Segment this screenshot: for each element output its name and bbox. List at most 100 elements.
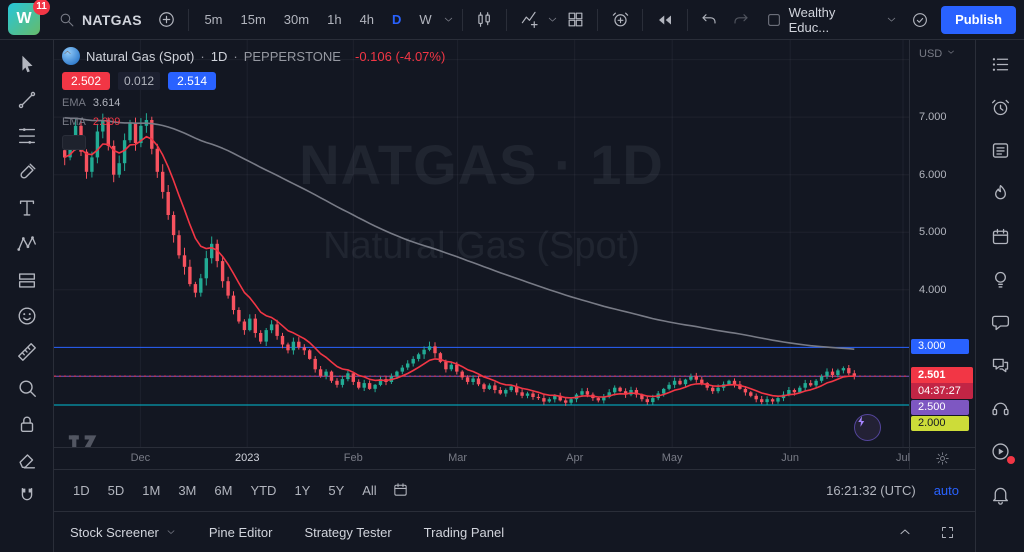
magnet-tool-icon[interactable]	[10, 482, 44, 509]
chart-pane[interactable]: NATGAS · 1D Natural Gas (Spot) Natural G…	[54, 40, 909, 447]
ema-row-1[interactable]: EMA 3.614	[62, 97, 445, 109]
legend-collapse-button[interactable]	[62, 50, 86, 150]
hotlists-icon[interactable]	[990, 182, 1011, 204]
eraser-tool-icon[interactable]	[10, 446, 44, 473]
tab-strategy-tester[interactable]: Strategy Tester	[304, 524, 392, 540]
time-label: Apr	[566, 452, 584, 464]
price-axis[interactable]: USD 2.501 04:37:27 7.000 6.000 5.000 4.000 3…	[909, 40, 975, 447]
main-row: NATGAS · 1D Natural Gas (Spot) Natural G…	[0, 40, 1024, 552]
zoom-tool-icon[interactable]	[10, 374, 44, 401]
undo-button[interactable]	[695, 5, 725, 35]
chevron-down-icon	[885, 13, 898, 26]
axis-currency-toggle[interactable]: USD	[919, 47, 956, 60]
axis-currency: USD	[919, 47, 943, 60]
price-tick: 4.000	[919, 283, 947, 296]
user-menu[interactable]: W 11	[8, 0, 50, 37]
watchlist-icon[interactable]	[990, 53, 1011, 75]
legend-title-row[interactable]: Natural Gas (Spot) · 1D · PEPPERSTONE -0…	[62, 47, 445, 65]
price-tick: 6.000	[919, 168, 947, 181]
compare-add-button[interactable]	[152, 5, 182, 35]
news-icon[interactable]	[990, 139, 1011, 161]
lock-tool-icon[interactable]	[10, 410, 44, 437]
range-1m[interactable]: 1M	[142, 483, 161, 498]
legend-title: Natural Gas (Spot)	[86, 48, 195, 64]
scale-auto-toggle[interactable]: auto	[933, 483, 959, 498]
bottom-panel: Stock Screener Pine Editor Strategy Test…	[54, 511, 975, 552]
timeframe-4h[interactable]: 4h	[359, 12, 375, 27]
right-sidebar	[975, 40, 1024, 552]
indicators-menu-icon[interactable]	[546, 13, 559, 26]
position-tool-icon[interactable]	[10, 266, 44, 293]
divider	[188, 8, 190, 31]
range-6m[interactable]: 6M	[214, 483, 233, 498]
chart-type-button[interactable]	[470, 5, 500, 35]
timeframe-1h[interactable]: 1h	[327, 12, 342, 27]
layout-grid-button[interactable]	[561, 5, 591, 35]
brush-tool-icon[interactable]	[10, 158, 44, 185]
time-label: 2023	[234, 452, 260, 464]
timeframe-15m[interactable]: 15m	[240, 12, 266, 27]
alert-button[interactable]	[605, 5, 635, 35]
timeframe-1w[interactable]: W	[419, 12, 432, 27]
time-label: Mar	[448, 452, 468, 464]
timeframe-30m[interactable]: 30m	[283, 12, 310, 27]
layout-select[interactable]: Wealthy Educ...	[760, 5, 904, 35]
indicators-button[interactable]	[514, 5, 544, 35]
alerts-icon[interactable]	[990, 96, 1011, 118]
divider	[506, 8, 508, 31]
publish-button[interactable]: Publish	[941, 5, 1017, 34]
streams-icon[interactable]	[990, 440, 1015, 464]
time-axis[interactable]: Dec 2023 Feb Mar Apr May Jun Jul	[54, 448, 910, 469]
emoji-tool-icon[interactable]	[10, 302, 44, 329]
range-1y[interactable]: 1Y	[294, 483, 311, 498]
ema-row-2[interactable]: EMA 2.309	[62, 116, 445, 128]
bar-replay-button[interactable]	[650, 5, 680, 35]
top-toolbar: W 11 NATGAS 5m 15m 30m 1h 4h D W We	[0, 0, 1024, 40]
symbol-search[interactable]: NATGAS	[50, 5, 150, 35]
support-icon[interactable]	[990, 397, 1011, 419]
ideas-icon[interactable]	[990, 268, 1011, 290]
tab-trading-panel[interactable]: Trading Panel	[423, 524, 505, 540]
go-to-date-icon[interactable]	[392, 481, 409, 501]
tab-stock-screener[interactable]: Stock Screener	[70, 525, 177, 540]
fib-retracement-tool-icon[interactable]	[10, 122, 44, 149]
range-all[interactable]: All	[362, 483, 377, 498]
quote-row: 2.502 0.012 2.514	[62, 72, 445, 90]
range-3m[interactable]: 3M	[178, 483, 197, 498]
ema2-value: 2.309	[92, 116, 121, 128]
text-tool-icon[interactable]	[10, 194, 44, 221]
range-toolbar: 1D 5D 1M 3M 6M YTD 1Y 5Y All 16:21:32 (U…	[54, 469, 975, 511]
collapse-panel-icon[interactable]	[893, 520, 917, 544]
timeframe-5m[interactable]: 5m	[204, 12, 223, 27]
timeframe-menu-icon[interactable]	[442, 13, 455, 26]
comments-icon[interactable]	[990, 354, 1011, 376]
time-axis-row: Dec 2023 Feb Mar Apr May Jun Jul	[54, 447, 975, 469]
range-1d[interactable]: 1D	[73, 483, 90, 498]
ruler-tool-icon[interactable]	[10, 338, 44, 365]
xabcd-pattern-tool-icon[interactable]	[10, 230, 44, 257]
tab-pine-editor[interactable]: Pine Editor	[208, 524, 273, 540]
lightning-mode-button[interactable]	[854, 414, 881, 441]
divider	[686, 8, 688, 31]
trend-line-tool-icon[interactable]	[10, 86, 44, 113]
live-badge	[1006, 456, 1015, 464]
candlestick-chart	[54, 40, 909, 447]
ema1-value: 3.614	[92, 97, 121, 109]
sell-button[interactable]: 2.502	[62, 72, 111, 90]
redo-button[interactable]	[726, 5, 756, 35]
time-label: Dec	[130, 452, 151, 464]
notifications-icon[interactable]	[990, 483, 1011, 505]
buy-button[interactable]: 2.514	[168, 72, 217, 90]
maximize-panel-icon[interactable]	[935, 520, 959, 544]
range-5y[interactable]: 5Y	[328, 483, 345, 498]
clock-utc[interactable]: 16:21:32 (UTC)	[826, 483, 916, 498]
axis-settings-icon[interactable]	[909, 448, 975, 469]
calendar-icon[interactable]	[990, 225, 1011, 247]
range-5d[interactable]: 5D	[107, 483, 125, 498]
price-tick: 5.000	[919, 226, 947, 239]
timeframe-1d[interactable]: D	[392, 12, 402, 27]
range-ytd[interactable]: YTD	[250, 483, 277, 498]
cloud-save-icon[interactable]	[906, 5, 936, 35]
cursor-tool-icon[interactable]	[10, 50, 44, 77]
chat-icon[interactable]	[990, 311, 1011, 333]
